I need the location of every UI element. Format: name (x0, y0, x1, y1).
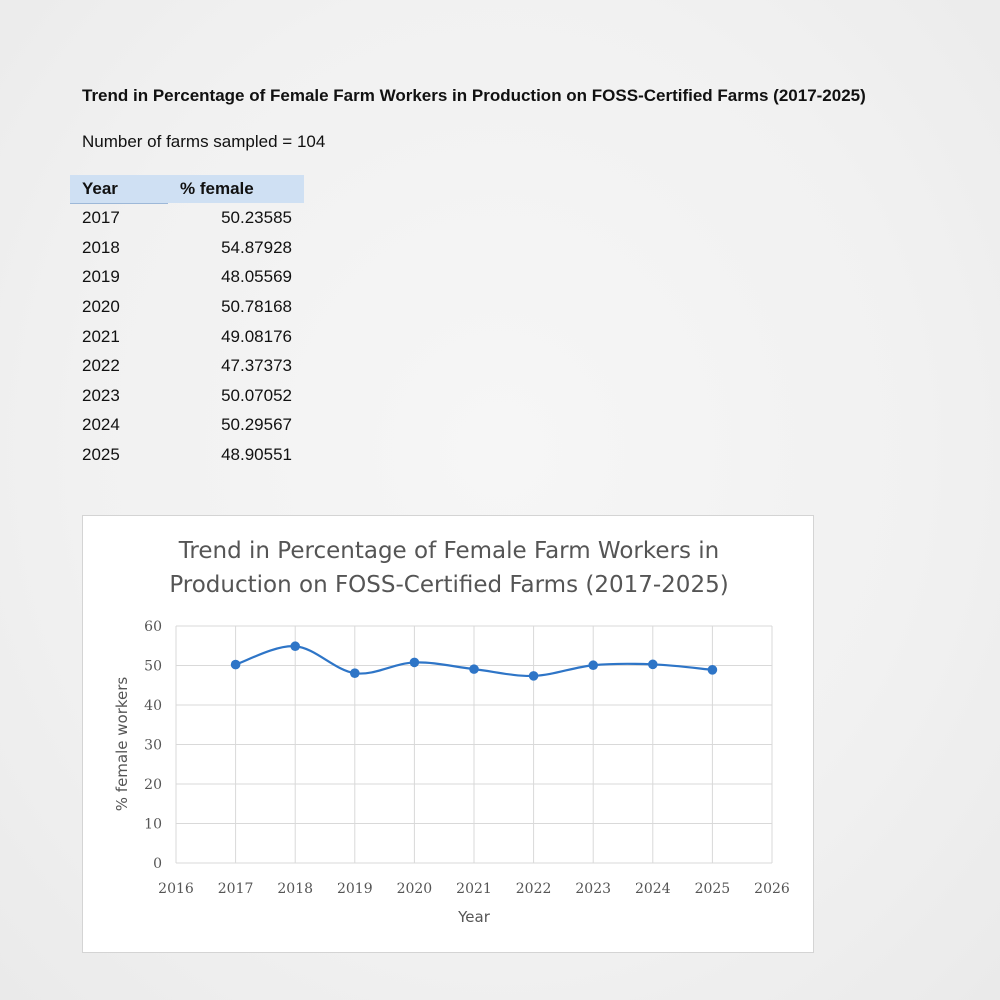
y-tick-label: 30 (144, 738, 162, 754)
y-tick-label: 0 (153, 856, 162, 872)
x-tick-label: 2023 (575, 881, 611, 897)
data-point (528, 671, 539, 681)
data-point (648, 659, 658, 670)
x-tick-label: 2017 (218, 881, 254, 897)
cell-percent-female: 54.87928 (221, 237, 292, 257)
cell-percent-female: 48.90551 (221, 445, 292, 465)
sample-size-note: Number of farms sampled = 104 (82, 132, 326, 151)
cell-year: 2025 (82, 445, 120, 465)
table-row: 2023 50.07052 (70, 381, 304, 411)
table-row: 2022 47.37373 (70, 351, 304, 381)
data-point (469, 664, 479, 674)
data-point (409, 657, 420, 668)
x-tick-label: 2022 (516, 881, 552, 897)
chart-title-line: Production on FOSS-Certified Farms (2017… (169, 572, 728, 598)
x-tick-label: 2021 (456, 881, 492, 897)
cell-year: 2021 (82, 326, 120, 346)
data-point (230, 659, 241, 670)
cell-percent-female: 50.29567 (221, 415, 292, 435)
x-tick-label: 2025 (695, 881, 731, 897)
cell-year: 2019 (82, 267, 120, 287)
column-header-year: Year (70, 175, 168, 204)
x-tick-label: 2024 (635, 881, 671, 897)
page-title: Trend in Percentage of Female Farm Worke… (82, 86, 866, 105)
line-chart: Trend in Percentage of Female Farm Worke… (113, 538, 790, 926)
y-tick-label: 50 (144, 659, 162, 675)
cell-percent-female: 48.05569 (221, 267, 292, 287)
table-row: 2017 50.23585 (70, 203, 304, 233)
y-tick-label: 40 (144, 698, 162, 714)
data-point (588, 660, 598, 671)
cell-year: 2020 (82, 297, 120, 317)
x-axis-label: Year (457, 908, 491, 926)
table-row: 2024 50.29567 (70, 411, 304, 441)
y-tick-label: 20 (144, 777, 162, 793)
table-header-row: Year % female (70, 175, 304, 204)
cell-year: 2018 (82, 237, 120, 257)
table-row: 2020 50.78168 (70, 292, 304, 322)
cell-year: 2022 (82, 356, 120, 376)
column-header-percent-female: % female (168, 175, 304, 203)
cell-year: 2024 (82, 415, 120, 435)
cell-percent-female: 50.07052 (221, 385, 292, 405)
table-body: 2017 50.23585 2018 54.87928 2019 48.05569 2020… (70, 203, 304, 470)
x-tick-label: 2018 (277, 881, 313, 897)
data-point (350, 668, 360, 678)
data-point (707, 665, 718, 675)
cell-year: 2017 (82, 208, 120, 228)
x-tick-label: 2016 (158, 881, 194, 897)
table-row: 2025 48.90551 (70, 440, 304, 470)
cell-percent-female: 50.78168 (221, 297, 292, 317)
cell-percent-female: 49.08176 (221, 326, 292, 346)
y-axis-label: % female workers (113, 677, 131, 812)
data-point (290, 641, 300, 652)
data-table: Year % female 2017 50.23585 2018 54.87928 20… (70, 175, 304, 470)
cell-year: 2023 (82, 385, 120, 405)
x-tick-label: 2026 (754, 881, 790, 897)
table-row: 2018 54.87928 (70, 233, 304, 263)
chart-area: Trend in Percentage of Female Farm Worke… (82, 515, 814, 953)
chart-title-line: Trend in Percentage of Female Farm Worke… (178, 538, 719, 564)
cell-percent-female: 50.23585 (221, 208, 292, 228)
y-tick-label: 10 (144, 817, 162, 833)
x-tick-label: 2020 (397, 881, 433, 897)
y-tick-label: 60 (144, 619, 162, 635)
x-tick-label: 2019 (337, 881, 373, 897)
cell-percent-female: 47.37373 (221, 356, 292, 376)
table-row: 2019 48.05569 (70, 263, 304, 293)
table-row: 2021 49.08176 (70, 322, 304, 352)
